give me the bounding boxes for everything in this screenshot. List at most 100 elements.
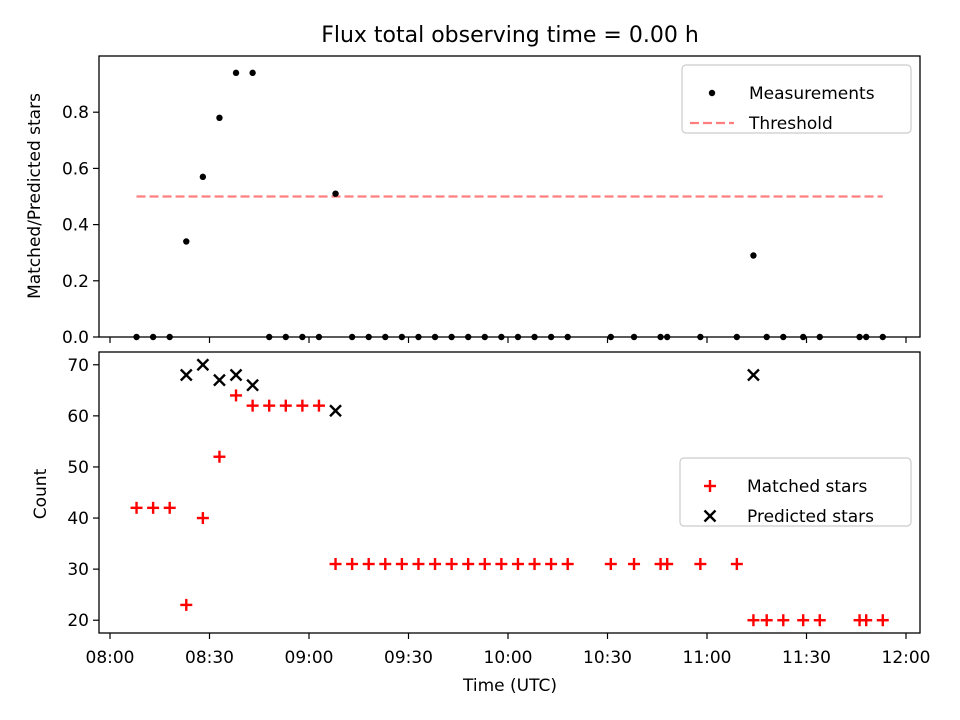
matched-star-point (528, 558, 541, 571)
measurement-point (664, 333, 671, 341)
matched-star-point (263, 399, 276, 412)
measurement-point (365, 333, 372, 341)
measurement-point (249, 69, 256, 77)
matched-star-point (180, 598, 193, 611)
top-y-tick-label: 0.8 (62, 103, 89, 123)
matched-star-point (395, 558, 408, 571)
x-tick-label: 09:00 (285, 648, 334, 668)
top-legend-label: Threshold (748, 114, 833, 134)
matched-star-point (876, 614, 889, 627)
measurement-point (315, 333, 323, 341)
matched-star-point (196, 512, 209, 525)
bottom-y-tick-label: 30 (67, 560, 89, 580)
predicted-star-point (329, 404, 342, 418)
matched-star-point (511, 558, 524, 571)
measurement-point (750, 252, 757, 259)
bottom-legend-marker (703, 509, 717, 523)
matched-star-point (730, 558, 743, 571)
measurement-point (448, 333, 455, 341)
matched-star-point (329, 558, 342, 571)
predicted-star-point (213, 373, 226, 387)
x-marker-b (229, 368, 243, 382)
bottom-y-tick-label: 40 (67, 509, 89, 529)
predicted-star-point (747, 368, 760, 382)
measurement-point (133, 333, 140, 341)
top-legend-label: Measurements (749, 84, 875, 104)
top-y-tick-label: 0.6 (62, 159, 89, 179)
matched-star-point (163, 501, 176, 514)
matched-star-point (604, 558, 617, 571)
matched-star-point (362, 558, 375, 571)
bottom-y-axis-label: Count (31, 468, 51, 519)
measurement-point (547, 333, 555, 341)
measurement-point (199, 173, 207, 181)
measurement-point (863, 333, 870, 341)
measurement-point (630, 333, 638, 341)
measurement-point (348, 333, 356, 341)
x-tick-label: 11:00 (683, 648, 732, 668)
predicted-star-point (229, 368, 243, 382)
measurement-point (879, 333, 886, 341)
matched-star-point (860, 614, 873, 627)
matched-star-point (230, 389, 243, 402)
matched-star-point (478, 558, 491, 571)
measurement-point (398, 333, 406, 341)
measurement-point (816, 333, 823, 341)
measurement-point (149, 333, 157, 341)
measurement-point (232, 69, 240, 77)
x-marker-b (246, 378, 259, 392)
matched-star-point (130, 501, 143, 514)
matched-star-point (213, 450, 226, 463)
matched-star-point (429, 558, 442, 571)
measurement-point (166, 333, 173, 341)
matched-star-point (760, 614, 773, 627)
predicted-star-point (246, 378, 259, 392)
bottom-legend-frame (679, 457, 912, 527)
matched-star-point (346, 558, 359, 571)
measurement-point (266, 333, 273, 341)
matched-star-point (694, 558, 707, 571)
matched-star-point (545, 558, 558, 571)
top-legend-marker (708, 89, 716, 97)
measurement-point (481, 333, 488, 341)
measurement-point (332, 190, 339, 197)
matched-star-point (279, 399, 292, 412)
x-tick-label: 11:30 (782, 648, 831, 668)
matched-star-point (628, 558, 641, 571)
bottom-y-tick-label: 60 (67, 407, 89, 427)
x-tick-label: 10:00 (484, 648, 533, 668)
measurement-point (299, 333, 306, 341)
matched-star-point (462, 558, 475, 571)
x-tick-label: 10:30 (583, 648, 632, 668)
measurement-point (465, 333, 472, 341)
x-tick-label: 08:00 (86, 648, 135, 668)
matched-star-point (747, 614, 760, 627)
matched-star-point (495, 558, 508, 571)
bottom-y-tick-label: 70 (67, 356, 89, 376)
x-marker-b (196, 358, 210, 372)
top-y-tick-label: 0.2 (62, 272, 89, 292)
measurement-point (697, 333, 704, 341)
measurement-point (564, 333, 571, 341)
measurement-point (531, 333, 538, 341)
measurement-point (216, 114, 223, 122)
matched-star-point (661, 558, 674, 571)
x-marker-b (213, 373, 226, 387)
bottom-axes-frame (98, 351, 921, 634)
matched-star-point (147, 501, 160, 514)
matched-star-point (412, 558, 425, 571)
bottom-y-tick-label: 20 (67, 611, 89, 631)
matched-star-point (445, 558, 458, 571)
measurement-point (415, 333, 422, 341)
matched-star-point (246, 399, 259, 412)
top-y-axis-label: Matched/Predicted stars (25, 93, 45, 299)
bottom-legend-marker (704, 480, 716, 492)
measurement-point (657, 333, 664, 341)
matched-star-point (813, 614, 826, 627)
matched-star-point (379, 558, 392, 571)
x-tick-label: 09:30 (384, 648, 433, 668)
x-tick-label: 12:00 (882, 648, 931, 668)
predicted-star-point (196, 358, 210, 372)
top-legend-frame (681, 64, 912, 134)
